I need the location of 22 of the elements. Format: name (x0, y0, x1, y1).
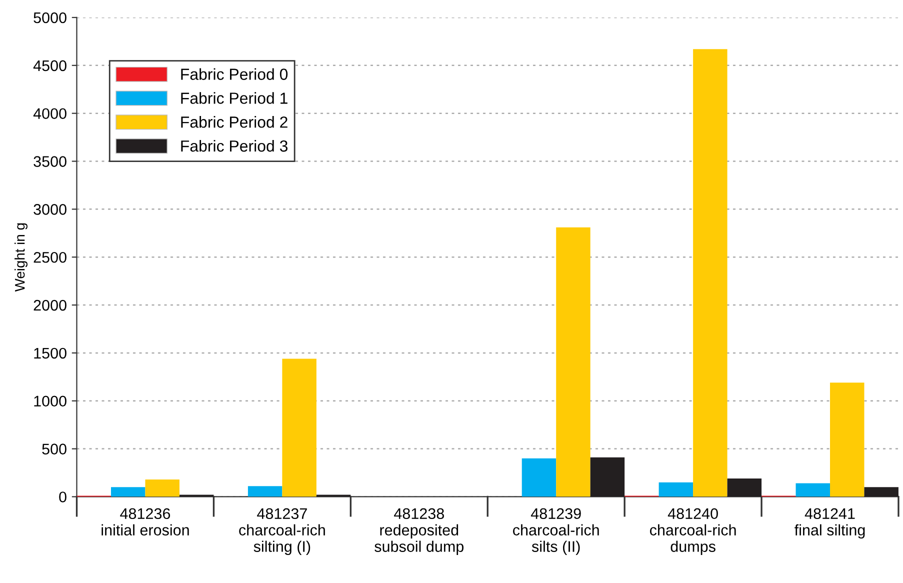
y-tick-label: 4000 (33, 108, 66, 120)
y-tick-label: 1500 (34, 348, 66, 359)
y-tick-label: 0 (59, 492, 66, 502)
y-tick-label: 2500 (34, 252, 66, 263)
y-tick-label: 2000 (34, 300, 66, 311)
legend-label: Fabric Period 1 (181, 92, 288, 104)
x-tick-label: 481236 initial erosion (102, 508, 189, 536)
x-tick-label: 481239 charcoal-rich silts (II) (513, 508, 599, 555)
y-tick-label: 4500 (33, 60, 66, 72)
y-tick-label: 3000 (34, 204, 66, 215)
legend-label: Fabric Period 2 (181, 116, 288, 128)
x-tick-label: 481238 redeposited subsoil dump (374, 508, 464, 555)
y-tick-label: 500 (42, 444, 66, 454)
x-tick-label: 481237 charcoal-rich silting (I) (239, 508, 325, 555)
y-tick-label: 5000 (34, 12, 66, 24)
x-tick-label: 481241 final silting (794, 508, 865, 539)
y-tick-label: 1000 (34, 396, 66, 407)
legend-label: Fabric Period 3 (181, 140, 288, 152)
x-tick-label: 481240 charcoal-rich dumps (650, 508, 736, 555)
y-tick-label: 3500 (34, 156, 66, 167)
y-axis-title: Weight in g (14, 223, 28, 292)
legend-label: Fabric Period 0 (181, 68, 288, 80)
